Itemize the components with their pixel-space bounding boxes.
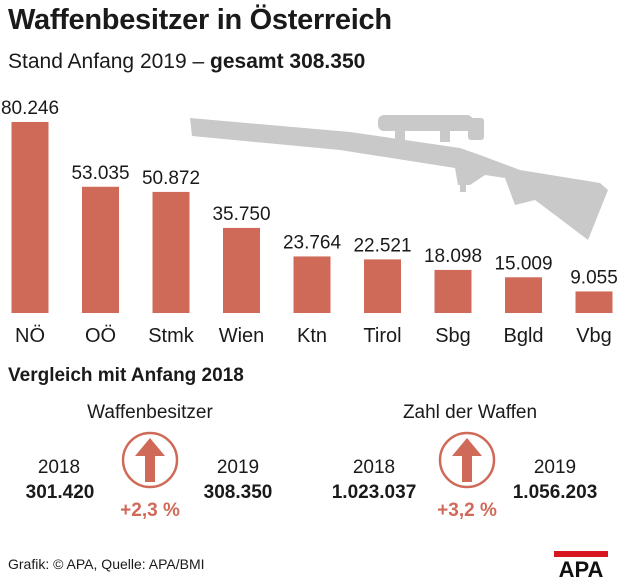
bar-value-label: 9.055 [570,267,618,288]
apa-logo-text: APA [559,557,604,579]
category-label: Vbg [576,325,612,347]
weapons-label: Zahl der Waffen [402,402,538,423]
owners-value-to: 308.350 [203,482,273,503]
owners-value-from: 301.420 [25,482,95,503]
category-label: Sbg [435,325,471,347]
weapons-up-arrow-icon [438,431,496,489]
category-label: Wien [219,325,265,347]
bar-Bgld [505,277,542,313]
weapons-value-from: 1.023.037 [331,482,417,503]
bar-value-label: 35.750 [212,204,270,225]
bar-Wien [223,227,260,313]
subtitle-prefix: Stand Anfang 2019 – [8,50,205,73]
rifle-icon [190,115,608,240]
bar-Vbg [575,291,613,313]
bar-chart: 80.246 NÖ 53.035 OÖ 50.872 Stmk 35.750 Wien 23.7… [1,98,618,347]
owners-label: Waffenbesitzer [87,402,213,423]
category-label: OÖ [85,325,116,347]
bar-value-label: 80.246 [1,98,59,119]
bar-value-label: 50.872 [142,168,200,189]
weapons-change: +3,2 % [437,500,497,521]
owners-change: +2,3 % [120,500,180,521]
owners-year-to: 2019 [216,457,260,478]
weapons-value-to: 1.056.203 [512,482,598,503]
bar-value-label: 18.098 [424,246,482,267]
subtitle-total: gesamt 308.350 [210,50,366,73]
bar-Stmk [152,191,190,313]
category-label: Bgld [503,325,543,347]
weapons-year-to: 2019 [533,457,577,478]
source-credit: Grafik: © APA, Quelle: APA/BMI [8,556,205,572]
bar-value-label: 15.009 [494,253,552,274]
chart-title: Waffenbesitzer in Österreich [8,4,392,36]
apa-logo: APA [554,551,608,579]
bar-value-label: 53.035 [71,163,129,184]
category-label: Tirol [363,325,401,347]
bar-Ktn [293,256,331,313]
apa-logo-bar [554,551,608,557]
category-label: NÖ [15,325,45,347]
bar-value-label: 22.521 [353,235,411,256]
comparison-title: Vergleich mit Anfang 2018 [8,365,244,386]
weapons-year-from: 2018 [352,457,396,478]
bar-NÖ [11,122,49,313]
bar-OÖ [82,186,119,313]
owners-year-from: 2018 [37,457,81,478]
bar-Sbg [434,269,472,313]
bars-layer: 80.246 NÖ 53.035 OÖ 50.872 Stmk 35.750 Wien 23.7… [1,98,618,347]
owners-up-arrow-icon [121,431,179,489]
bar-Tirol [364,259,401,313]
chart-subtitle: Stand Anfang 2019 – gesamt 308.350 [8,50,365,74]
category-label: Stmk [148,325,195,347]
bar-value-label: 23.764 [283,232,342,253]
category-label: Ktn [297,325,327,347]
